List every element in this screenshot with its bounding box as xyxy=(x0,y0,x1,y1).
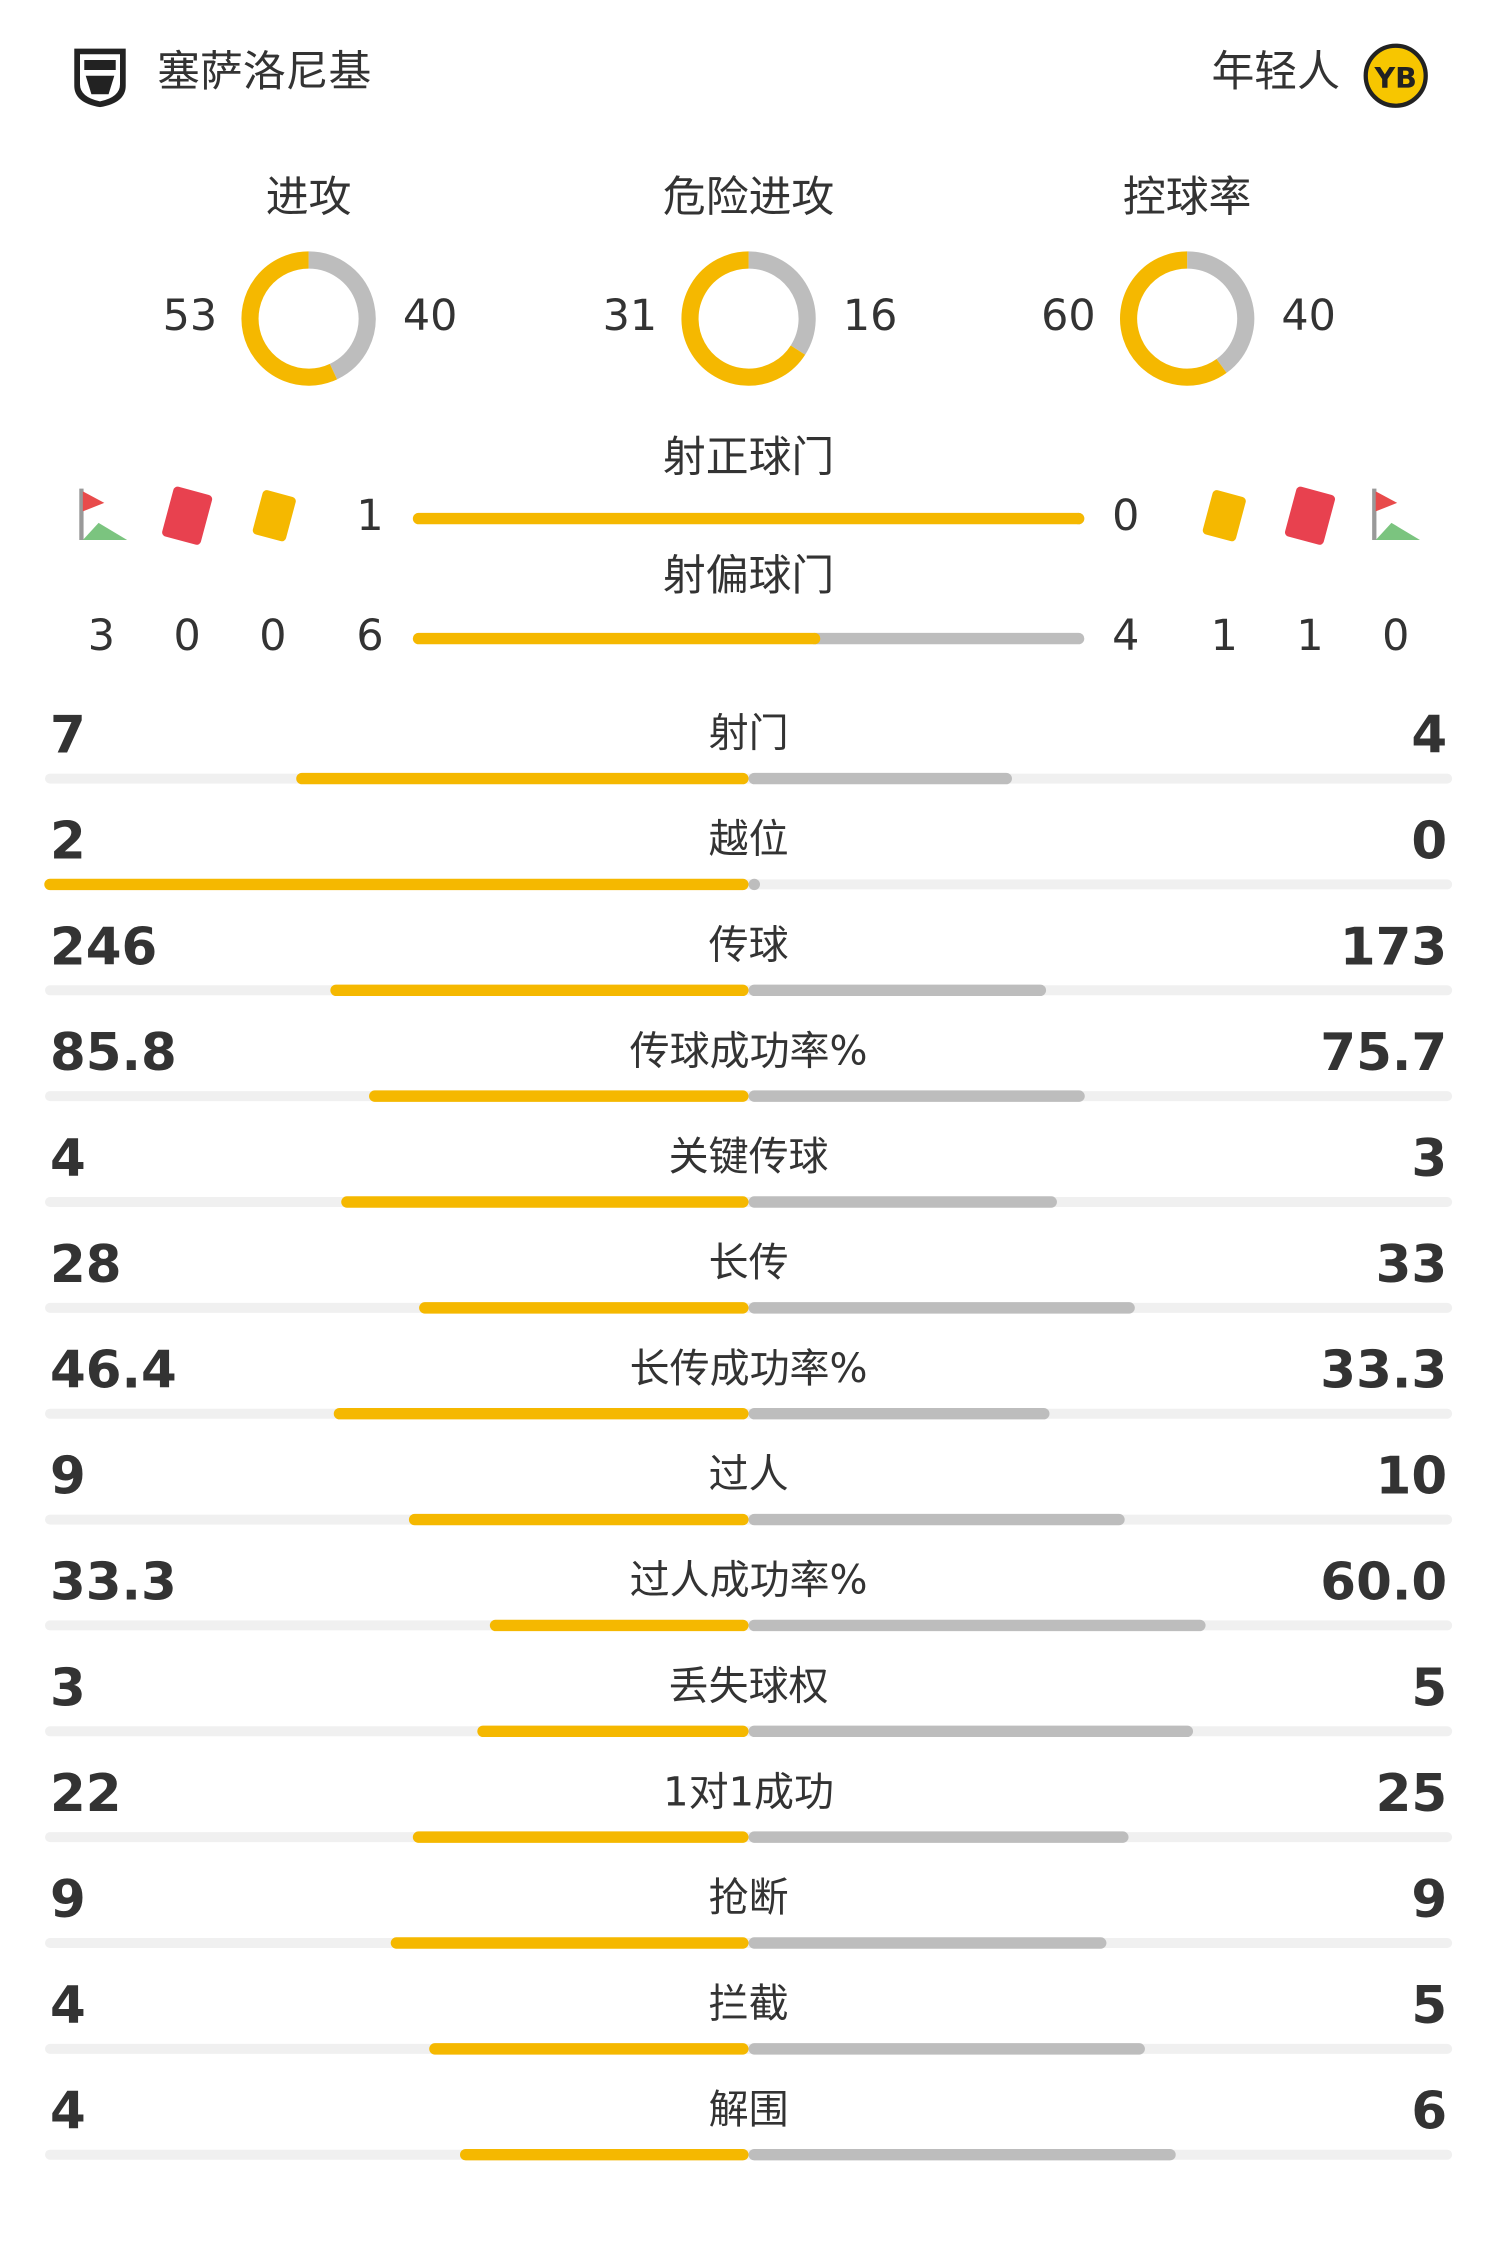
home-value: 31 xyxy=(603,291,658,341)
away-arc xyxy=(1186,251,1255,373)
donut-label: 进攻 xyxy=(266,173,352,223)
stat-name: 过人 xyxy=(709,1452,789,1498)
away-value: 4 xyxy=(1112,611,1139,661)
stat-name: 拦截 xyxy=(709,1981,789,2027)
red-card-icon xyxy=(162,486,213,545)
home-logo xyxy=(74,48,126,108)
away-arc xyxy=(308,251,376,380)
donut-label: 控球率 xyxy=(1123,173,1252,223)
home-value: 4 xyxy=(50,1976,86,2036)
home-arc xyxy=(241,251,338,386)
yellow-card-icon xyxy=(1202,490,1246,542)
away-value: 40 xyxy=(1281,291,1336,341)
away-value: 3 xyxy=(1411,1129,1447,1189)
home-value: 6 xyxy=(356,611,383,661)
home-value: 7 xyxy=(50,706,86,766)
stat-name: 丢失球权 xyxy=(669,1663,829,1709)
away-value: 9 xyxy=(1411,1870,1447,1930)
home-corners: 3 xyxy=(88,611,115,661)
home-value: 4 xyxy=(50,2082,86,2142)
home-value: 85.8 xyxy=(50,1023,177,1083)
home-value: 53 xyxy=(163,291,218,341)
away-value: 0 xyxy=(1112,491,1139,541)
away-value: 4 xyxy=(1411,706,1447,766)
away-corners: 0 xyxy=(1382,611,1409,661)
stat-name: 1对1成功 xyxy=(663,1769,834,1815)
away-arc xyxy=(748,251,816,355)
red-card-icon xyxy=(1284,486,1336,545)
home-value: 4 xyxy=(50,1129,86,1189)
corner-icon xyxy=(79,488,128,540)
stat-name: 抢断 xyxy=(709,1875,789,1921)
away-value: 5 xyxy=(1411,1976,1447,2036)
home-arc xyxy=(681,251,806,386)
home-yellow-cards: 0 xyxy=(259,611,286,661)
shot-label: 射偏球门 xyxy=(663,551,834,601)
corner-icon xyxy=(1372,488,1420,540)
home-value: 3 xyxy=(50,1658,86,1718)
home-value: 28 xyxy=(50,1235,122,1295)
home-value: 22 xyxy=(50,1764,122,1824)
stat-name: 越位 xyxy=(709,817,789,863)
stat-name: 传球成功率% xyxy=(630,1028,868,1074)
home-value: 2 xyxy=(50,811,86,871)
home-value: 60 xyxy=(1041,291,1096,341)
donut-label: 危险进攻 xyxy=(663,173,834,223)
home-value: 1 xyxy=(356,491,383,541)
away-logo: YB xyxy=(1363,43,1428,108)
away-value: 75.7 xyxy=(1320,1023,1447,1083)
away-team: 年轻人 xyxy=(1211,47,1340,97)
home-value: 9 xyxy=(50,1870,86,1930)
shot-label: 射正球门 xyxy=(663,433,834,483)
stat-name: 解围 xyxy=(709,2087,789,2133)
away-value: 173 xyxy=(1340,917,1447,977)
away-value: 33.3 xyxy=(1320,1341,1447,1401)
home-value: 33.3 xyxy=(50,1552,177,1612)
away-value: 33 xyxy=(1376,1235,1448,1295)
stat-name: 过人成功率% xyxy=(630,1558,868,1604)
home-red-cards: 0 xyxy=(174,611,201,661)
away-value: 25 xyxy=(1376,1764,1448,1824)
away-yellow-cards: 1 xyxy=(1211,611,1238,661)
stat-name: 射门 xyxy=(709,711,789,757)
stat-name: 长传成功率% xyxy=(630,1346,868,1392)
yellow-card-icon xyxy=(252,490,296,542)
away-value: 5 xyxy=(1411,1658,1447,1718)
stat-name: 长传 xyxy=(709,1240,789,1286)
away-value: 16 xyxy=(843,291,898,341)
stat-name: 关键传球 xyxy=(669,1134,829,1180)
away-value: 60.0 xyxy=(1320,1552,1447,1612)
svg-text:YB: YB xyxy=(1373,61,1416,95)
home-value: 46.4 xyxy=(50,1341,177,1401)
home-value: 9 xyxy=(50,1447,86,1507)
home-value: 246 xyxy=(50,917,157,977)
away-red-cards: 1 xyxy=(1296,611,1323,661)
home-team: 塞萨洛尼基 xyxy=(157,47,371,97)
home-arc xyxy=(1120,251,1227,386)
away-value: 0 xyxy=(1411,811,1447,871)
away-value: 6 xyxy=(1411,2082,1447,2142)
stat-name: 传球 xyxy=(709,922,789,968)
icons xyxy=(79,486,1420,545)
away-value: 10 xyxy=(1376,1447,1448,1507)
away-value: 40 xyxy=(403,291,458,341)
